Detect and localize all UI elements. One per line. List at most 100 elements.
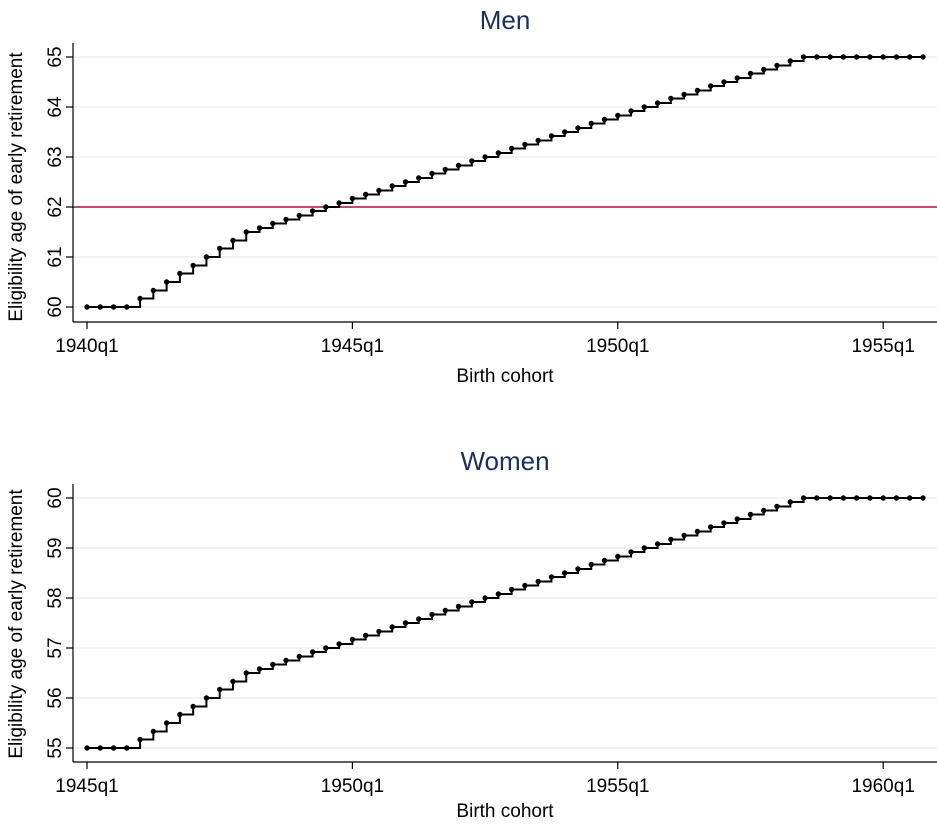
data-point: [296, 653, 303, 660]
series-line: [87, 56, 923, 308]
data-point: [376, 187, 382, 194]
data-point: [907, 54, 913, 60]
data-point: [840, 54, 847, 60]
data-point: [482, 154, 488, 160]
data-point: [349, 636, 356, 643]
data-point: [243, 670, 249, 676]
data-point: [323, 645, 329, 651]
data-point: [442, 607, 448, 614]
data-point: [150, 728, 157, 735]
data-point: [455, 603, 462, 610]
x-tick-label: 1955q1: [851, 336, 914, 357]
data-point: [84, 745, 90, 751]
data-point: [190, 262, 196, 269]
y-tick-label: 62: [45, 196, 66, 217]
y-tick-label: 55: [45, 737, 66, 758]
data-point: [508, 586, 515, 593]
data-point: [243, 229, 249, 235]
data-point: [734, 75, 740, 81]
data-point: [442, 166, 448, 173]
data-point: [362, 632, 369, 639]
y-tick-label: 58: [45, 587, 66, 608]
data-point: [124, 304, 130, 310]
data-point: [853, 54, 860, 60]
data-point: [814, 495, 820, 501]
y-tick-label: 63: [45, 146, 66, 167]
data-point: [575, 566, 581, 572]
data-point: [230, 237, 236, 244]
y-axis-label: Eligibility age of early retirement: [6, 489, 27, 759]
data-point: [707, 83, 714, 89]
data-point: [110, 304, 117, 310]
data-point: [867, 495, 873, 501]
data-point: [562, 570, 568, 576]
data-point: [827, 495, 833, 501]
data-point: [734, 516, 740, 522]
x-axis-label: Birth cohort: [456, 801, 554, 822]
data-point: [336, 641, 342, 647]
data-point: [601, 557, 608, 564]
data-point: [296, 212, 303, 219]
x-tick-label: 1955q1: [586, 776, 649, 797]
data-point: [110, 745, 117, 751]
data-point: [814, 54, 820, 60]
data-point: [177, 270, 183, 277]
data-point: [283, 216, 289, 223]
data-point: [721, 520, 727, 526]
data-point: [203, 254, 210, 260]
data-point: [548, 574, 555, 580]
data-point: [256, 666, 263, 672]
data-point: [535, 137, 541, 144]
data-point: [256, 225, 263, 231]
series-line: [87, 497, 923, 749]
data-point: [694, 528, 701, 535]
data-point: [654, 100, 661, 106]
data-point: [615, 553, 621, 560]
data-point: [575, 125, 581, 131]
y-tick-label: 60: [45, 487, 66, 508]
data-point: [840, 495, 847, 501]
y-tick-label: 59: [45, 537, 66, 558]
data-point: [880, 54, 886, 60]
data-point: [774, 62, 780, 69]
data-point: [535, 578, 541, 585]
data-point: [349, 195, 356, 202]
data-point: [389, 624, 395, 630]
data-point: [429, 170, 435, 177]
data-point: [190, 703, 196, 710]
data-point: [615, 112, 621, 119]
data-point: [495, 150, 502, 156]
y-tick-label: 61: [45, 246, 66, 267]
y-tick-label: 56: [45, 687, 66, 708]
data-point: [641, 104, 648, 110]
y-axis-label: Eligibility age of early retirement: [6, 52, 27, 322]
data-point: [137, 736, 143, 743]
data-point: [668, 536, 674, 543]
chart-men: Men Eligibility age of early retirement …: [6, 5, 937, 387]
data-point: [482, 595, 488, 601]
data-point: [707, 524, 714, 530]
data-point: [681, 532, 687, 539]
y-tick-label: 60: [45, 296, 66, 317]
data-point: [163, 720, 170, 726]
chart-women: Women Eligibility age of early retiremen…: [6, 446, 937, 822]
data-point: [641, 545, 648, 551]
data-point: [177, 711, 183, 718]
data-point: [628, 549, 634, 555]
data-point: [867, 54, 873, 60]
data-point: [853, 495, 860, 501]
data-point: [588, 120, 594, 127]
data-point: [97, 304, 103, 310]
data-point: [469, 158, 475, 164]
y-tick-label: 65: [45, 46, 66, 67]
data-point: [827, 54, 833, 60]
data-point: [416, 175, 422, 181]
data-point: [97, 745, 103, 751]
data-point: [522, 582, 528, 589]
data-point: [601, 116, 608, 123]
data-point: [137, 295, 143, 302]
data-point: [747, 511, 754, 518]
data-point: [893, 495, 900, 501]
data-point: [681, 91, 687, 98]
data-point: [336, 200, 342, 206]
